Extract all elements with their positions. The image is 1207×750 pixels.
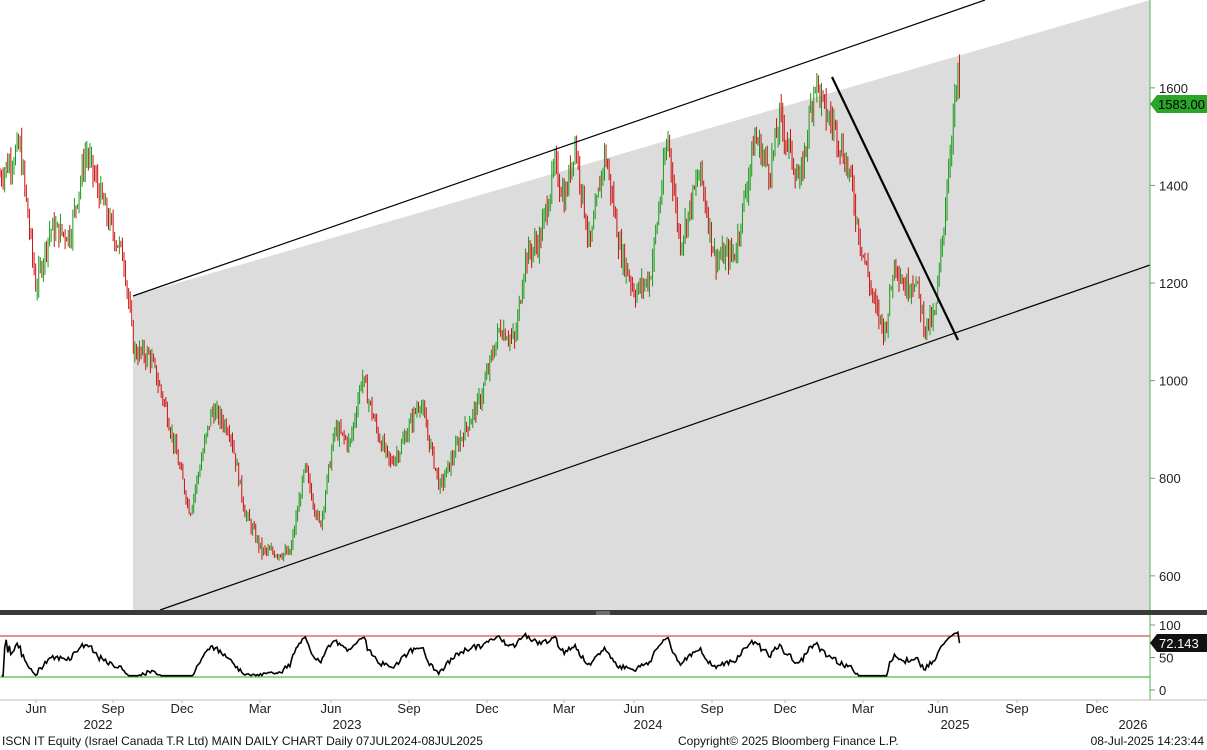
panel-divider[interactable] — [0, 610, 1207, 615]
footer-copyright: Copyright© 2025 Bloomberg Finance L.P. — [678, 734, 899, 748]
year-labels: 2022 2023 2024 2025 2026 — [84, 717, 1148, 732]
month-tick-label: Jun — [321, 701, 342, 716]
chart-canvas: 600 800 1000 1200 1400 1600 1583.00 0 50 100 72… — [0, 0, 1207, 733]
month-tick-label: Dec — [170, 701, 194, 716]
month-tick-label: Dec — [1085, 701, 1109, 716]
price-tick-label: 1000 — [1159, 374, 1188, 389]
month-tick-label: Sep — [700, 701, 723, 716]
year-tick-label: 2026 — [1119, 717, 1148, 732]
price-tick-label: 1600 — [1159, 81, 1188, 96]
month-tick-label: Jun — [928, 701, 949, 716]
footer-chart-description: ISCN IT Equity (Israel Canada T.R Ltd) M… — [2, 734, 483, 748]
price-panel: 600 800 1000 1200 1400 1600 1583.00 — [0, 0, 1207, 611]
rsi-tick-label: 0 — [1159, 683, 1166, 698]
month-tick-label: Mar — [249, 701, 272, 716]
channel-lower-line — [159, 264, 1151, 611]
rsi-axis-ticks: 0 50 100 — [1150, 618, 1181, 698]
price-tick-label: 1400 — [1159, 178, 1188, 193]
month-tick-label: Jun — [624, 701, 645, 716]
month-tick-label: Dec — [773, 701, 797, 716]
last-rsi-badge: 72.143 — [1150, 634, 1207, 652]
last-price-value: 1583.00 — [1158, 97, 1205, 112]
rsi-series-line — [1, 630, 961, 677]
footer-timestamp: 08-Jul-2025 14:23:44 — [1090, 734, 1204, 748]
price-tick-label: 600 — [1159, 569, 1181, 584]
price-tick-label: 1200 — [1159, 276, 1188, 291]
year-tick-label: 2023 — [333, 717, 362, 732]
downtrend-line — [831, 76, 959, 341]
price-channel-area — [133, 0, 1150, 610]
month-tick-label: Dec — [475, 701, 499, 716]
month-tick-label: Sep — [397, 701, 420, 716]
last-price-badge: 1583.00 — [1150, 95, 1207, 113]
month-labels: Jun Sep Dec Mar Jun Sep Dec Mar Jun Sep Dec Mar Jun S… — [26, 700, 1109, 716]
month-tick-label: Sep — [101, 701, 124, 716]
rsi-tick-label: 100 — [1159, 618, 1181, 633]
month-tick-label: Mar — [553, 701, 576, 716]
price-tick-label: 800 — [1159, 471, 1181, 486]
price-axis-ticks: 600 800 1000 1200 1400 1600 — [1150, 81, 1188, 584]
last-rsi-value: 72.143 — [1159, 636, 1199, 651]
channel-upper-line — [132, 0, 986, 297]
year-tick-label: 2025 — [941, 717, 970, 732]
year-tick-label: 2024 — [634, 717, 663, 732]
rsi-panel: 0 50 100 72.143 — [0, 615, 1207, 700]
year-tick-label: 2022 — [84, 717, 113, 732]
month-tick-label: Jun — [26, 701, 47, 716]
month-tick-label: Sep — [1005, 701, 1028, 716]
price-candles — [0, 54, 960, 562]
month-tick-label: Mar — [852, 701, 875, 716]
rsi-tick-label: 50 — [1159, 651, 1173, 666]
